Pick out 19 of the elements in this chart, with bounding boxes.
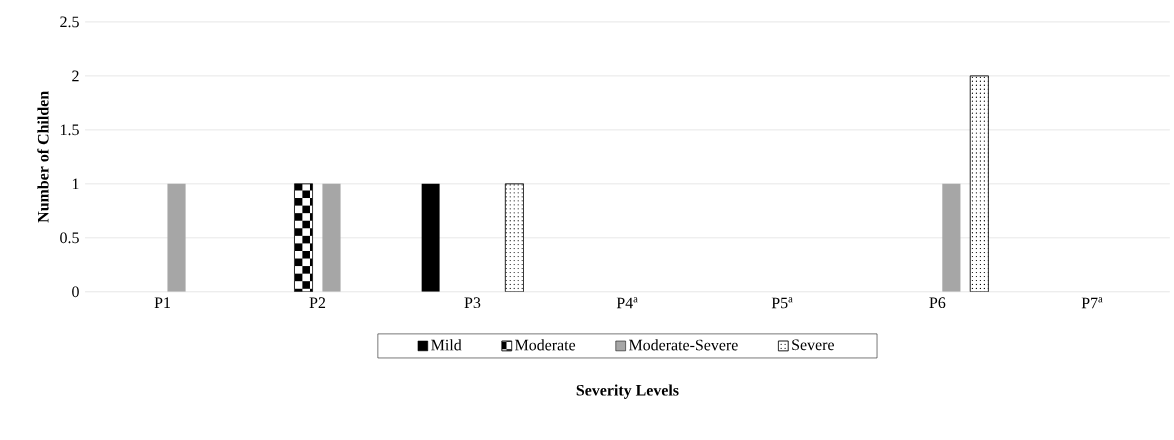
y-axis-title: Number of Childen bbox=[37, 91, 49, 223]
x-tick-label: P1 bbox=[154, 297, 171, 308]
y-tick-label: 2 bbox=[72, 70, 79, 82]
legend-label: Mild bbox=[431, 339, 462, 351]
legend-label: Severe bbox=[792, 339, 834, 351]
x-tick-label: P2 bbox=[309, 297, 326, 308]
y-tick-label: 0 bbox=[72, 286, 79, 298]
x-axis-title: Severity Levels bbox=[576, 384, 679, 399]
y-tick-label: 0.5 bbox=[60, 232, 79, 244]
y-tick-label: 2.5 bbox=[60, 16, 79, 28]
x-tick-label: P6 bbox=[929, 297, 946, 309]
x-tick-label: P7$^{a}$ bbox=[1081, 297, 1103, 309]
y-tick-label: 1.5 bbox=[60, 124, 79, 136]
legend-label: Moderate-Severe bbox=[628, 339, 738, 351]
x-tick-label: P4$^{a}$ bbox=[616, 297, 638, 309]
y-tick-label: 1 bbox=[72, 178, 79, 190]
x-tick-label: P5$^{a}$ bbox=[771, 297, 793, 309]
x-tick-label: P3 bbox=[464, 297, 481, 309]
legend-label: Moderate bbox=[515, 339, 576, 351]
